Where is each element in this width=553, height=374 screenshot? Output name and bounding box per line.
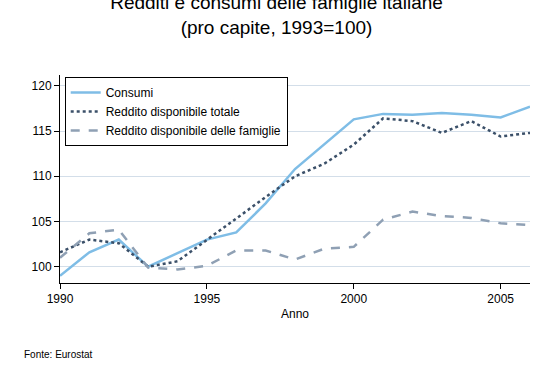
svg-text:115: 115 xyxy=(32,124,51,138)
svg-text:Redditi e consumi delle famigl: Redditi e consumi delle famiglie italian… xyxy=(110,0,443,38)
svg-text:Reddito disponibile delle fami: Reddito disponibile delle famiglie xyxy=(106,124,281,138)
svg-text:Fonte: Eurostat: Fonte: Eurostat xyxy=(24,349,93,360)
svg-text:105: 105 xyxy=(32,215,52,229)
svg-text:1990: 1990 xyxy=(47,292,74,306)
svg-text:2005: 2005 xyxy=(487,292,514,306)
svg-text:120: 120 xyxy=(32,79,52,93)
svg-text:Consumi: Consumi xyxy=(106,86,153,100)
svg-text:2000: 2000 xyxy=(340,292,367,306)
svg-text:110: 110 xyxy=(32,169,51,183)
svg-text:Anno: Anno xyxy=(281,307,309,321)
svg-text:Reddito disponibile totale: Reddito disponibile totale xyxy=(106,105,240,119)
svg-text:100: 100 xyxy=(32,260,52,274)
svg-text:1995: 1995 xyxy=(194,292,221,306)
